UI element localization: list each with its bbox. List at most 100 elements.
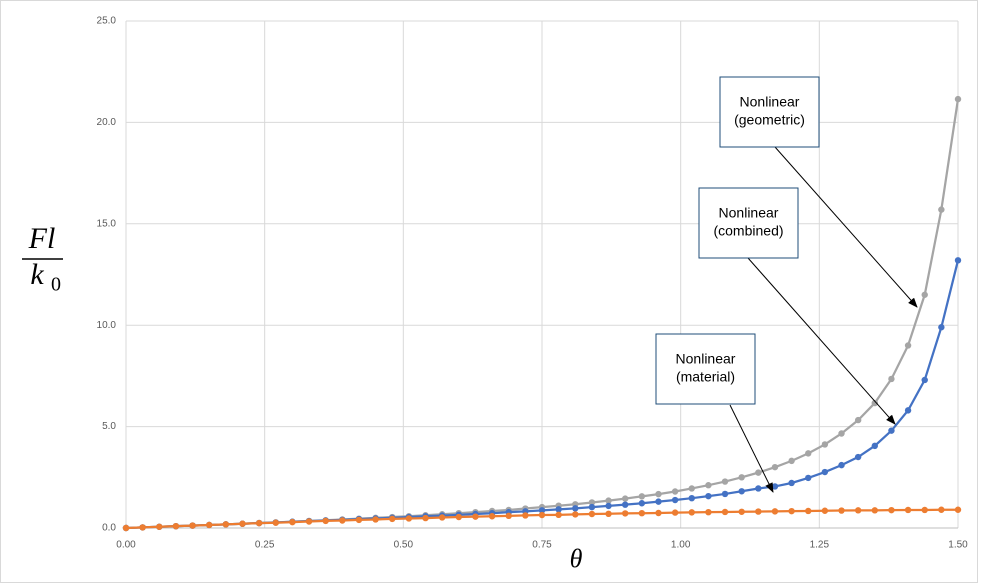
data-point — [755, 469, 762, 476]
data-point — [671, 509, 679, 516]
data-point — [206, 521, 213, 529]
data-point — [655, 498, 662, 505]
data-point — [871, 399, 878, 407]
data-point — [572, 505, 579, 512]
data-point — [771, 508, 779, 515]
data-point — [688, 494, 695, 502]
annotation-text: Nonlinear — [719, 205, 779, 221]
x-tick-label: 0.00 — [116, 540, 136, 551]
data-point — [771, 463, 779, 471]
data-point — [239, 520, 246, 527]
y-axis-label: Fl k 0 — [22, 222, 63, 296]
annotation-text: Nonlinear — [740, 94, 800, 110]
data-point — [671, 488, 679, 495]
data-point — [322, 517, 329, 525]
data-point — [405, 515, 413, 522]
data-point — [854, 453, 862, 461]
annotation-arrow — [729, 404, 774, 493]
data-point — [355, 516, 363, 524]
x-tick-label: 0.25 — [255, 540, 275, 551]
data-point — [838, 507, 845, 514]
y-tick-label: 5.0 — [102, 421, 116, 432]
data-point — [122, 524, 130, 532]
data-point — [838, 461, 845, 469]
data-point — [888, 506, 895, 514]
data-point — [255, 519, 263, 527]
data-point — [821, 468, 829, 476]
data-point — [805, 474, 812, 482]
data-point — [605, 502, 612, 510]
data-point — [638, 509, 646, 517]
data-point — [921, 291, 928, 298]
data-point — [555, 511, 562, 519]
data-point — [505, 512, 512, 520]
data-point — [738, 474, 745, 481]
chart-border — [0, 0, 978, 583]
y-tick-label: 25.0 — [97, 16, 117, 27]
data-point — [788, 479, 795, 487]
data-point — [938, 206, 945, 213]
data-point — [755, 508, 762, 515]
annotation-text: (geometric) — [734, 112, 805, 128]
data-point — [688, 485, 695, 492]
data-point — [372, 516, 379, 523]
data-point — [721, 490, 729, 498]
data-point — [904, 342, 912, 349]
data-point — [289, 518, 296, 526]
y-tick-label: 20.0 — [97, 117, 117, 128]
y-label-denominator: k — [30, 258, 44, 291]
data-point — [455, 513, 462, 521]
x-axis-label: θ — [570, 544, 583, 573]
data-point — [854, 507, 862, 514]
data-point — [838, 430, 845, 437]
annotation-box — [655, 333, 756, 405]
data-point — [938, 324, 945, 331]
x-tick-label: 1.25 — [810, 540, 830, 551]
data-point — [305, 518, 313, 525]
data-point — [705, 508, 712, 516]
y-label-numerator: Fl — [28, 222, 56, 255]
data-point — [472, 513, 479, 520]
data-point — [622, 510, 629, 517]
data-point — [871, 507, 878, 514]
data-point — [954, 257, 962, 264]
data-point — [622, 501, 629, 508]
grid: 0.0 5.0 10.0 15.0 20.0 25.0 0.00 0.25 0.50 0.75 1.… — [97, 16, 969, 551]
data-point — [522, 512, 529, 519]
data-point — [272, 519, 279, 526]
annotation-arrow — [774, 146, 918, 308]
data-point — [888, 427, 895, 434]
data-point — [438, 514, 446, 521]
data-point — [588, 499, 596, 506]
data-point — [222, 521, 230, 528]
data-point — [588, 503, 596, 511]
plot-area — [122, 95, 962, 532]
data-point — [954, 506, 962, 513]
data-point — [422, 514, 429, 522]
data-point — [938, 506, 945, 513]
y-label-subscript: 0 — [51, 274, 61, 296]
annotation-text: Nonlinear — [676, 351, 736, 367]
data-point — [921, 506, 928, 514]
annotation-box — [719, 76, 820, 148]
data-point — [904, 407, 912, 414]
data-point — [389, 515, 396, 523]
data-point — [738, 488, 745, 495]
data-point — [555, 506, 562, 513]
data-point — [738, 508, 745, 515]
data-point — [805, 450, 812, 457]
data-point — [189, 522, 196, 529]
data-point — [755, 485, 762, 492]
data-point — [821, 507, 829, 514]
data-point — [588, 510, 596, 518]
y-tick-label: 10.0 — [97, 320, 117, 331]
data-point — [638, 493, 646, 500]
data-point — [771, 483, 779, 490]
data-point — [139, 524, 146, 531]
annotations: Nonlinear (geometric) Nonlinear (combined) N… — [655, 76, 918, 493]
data-point — [705, 492, 712, 500]
data-point — [538, 511, 546, 519]
data-point — [655, 490, 662, 498]
